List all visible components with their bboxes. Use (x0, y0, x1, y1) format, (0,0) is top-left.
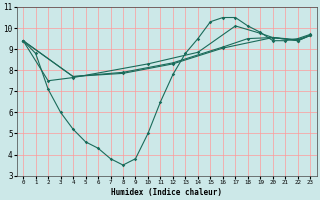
X-axis label: Humidex (Indice chaleur): Humidex (Indice chaleur) (111, 188, 222, 197)
